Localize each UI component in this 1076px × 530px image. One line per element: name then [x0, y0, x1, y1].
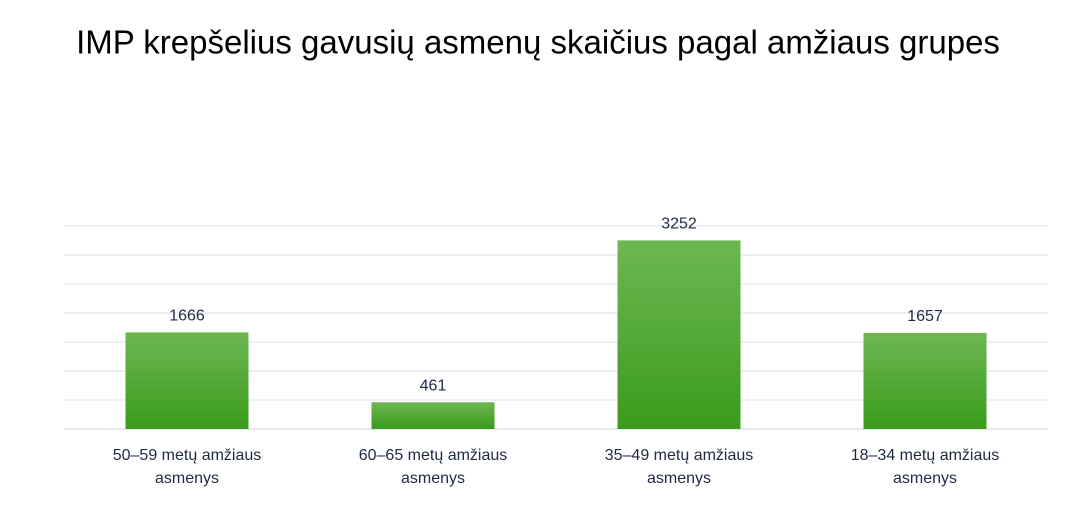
bar [863, 332, 987, 429]
x-tick-label: 60–65 metų amžiaus asmenys [358, 447, 508, 487]
x-tick-label: 18–34 metų amžiaus asmenys [850, 447, 1000, 487]
value-label: 461 [420, 377, 447, 394]
bar [617, 240, 741, 429]
x-tick-label: 50–59 metų amžiaus asmenys [112, 447, 262, 487]
value-label: 1666 [169, 308, 205, 325]
bar [125, 332, 249, 429]
value-label: 3252 [661, 216, 697, 233]
chart-title: IMP krepšelius gavusių asmenų skaičius p… [76, 24, 1000, 61]
x-tick-label: 35–49 metų amžiaus asmenys [604, 447, 754, 487]
bar [371, 402, 495, 429]
value-label: 1657 [907, 308, 943, 325]
